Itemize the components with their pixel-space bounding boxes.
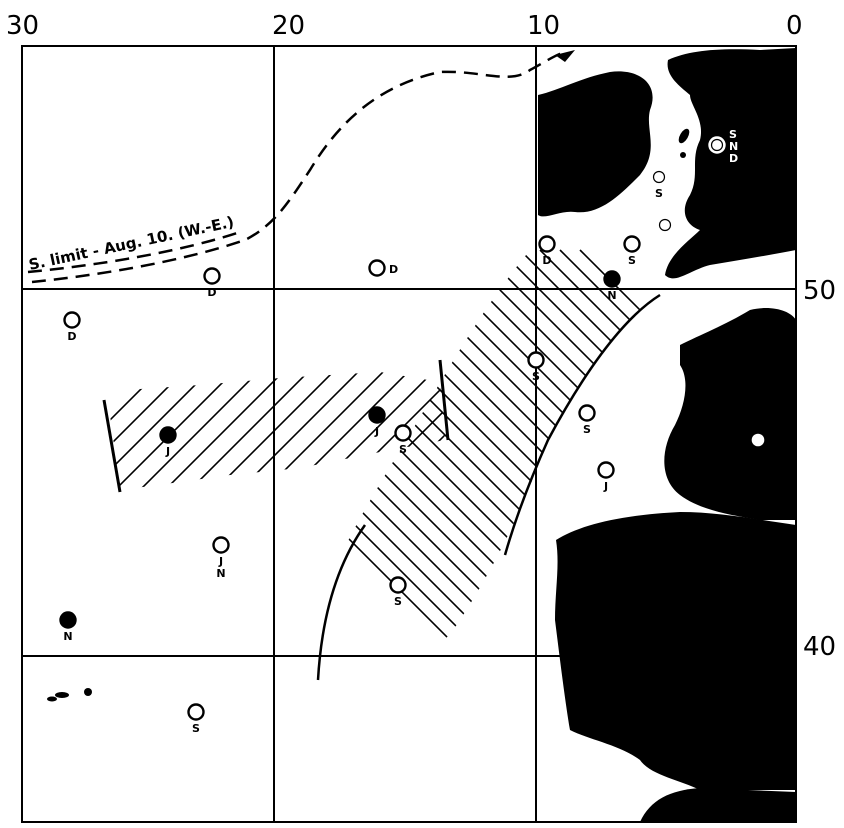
station-label: N xyxy=(63,630,72,643)
station-label: J xyxy=(603,480,608,493)
station-marker: S xyxy=(578,404,596,436)
station-label: S xyxy=(532,370,540,383)
station-filled-icon xyxy=(159,426,177,444)
station-open-icon xyxy=(749,431,767,449)
station-open-icon xyxy=(63,311,81,329)
station-filled-icon xyxy=(603,270,621,288)
land-great-britain xyxy=(665,48,796,279)
station-filled-icon xyxy=(59,611,77,629)
station-open-icon xyxy=(538,235,556,253)
land-ireland xyxy=(538,71,653,217)
station-open-icon xyxy=(394,424,412,442)
station-open-icon xyxy=(368,259,386,277)
station-label: S xyxy=(192,722,200,735)
longitude-label-10: 10 xyxy=(527,11,560,41)
station-label: J xyxy=(165,445,170,458)
station-open-icon xyxy=(389,576,407,594)
station-label: N xyxy=(607,289,616,302)
station-label: D xyxy=(67,330,76,343)
station-open-icon xyxy=(623,235,641,253)
hatch-region-west xyxy=(102,359,450,493)
station-marker: J xyxy=(597,461,615,493)
land-azores xyxy=(55,692,69,698)
station-open-icon xyxy=(527,351,545,369)
station-label: S xyxy=(583,423,591,436)
station-marker: N xyxy=(737,431,767,449)
longitude-label-30: 30 xyxy=(6,11,39,41)
station-open-icon xyxy=(187,703,205,721)
station-label: S xyxy=(677,220,685,233)
station-filled-icon xyxy=(368,406,386,424)
station-marker: J xyxy=(159,426,177,458)
station-marker: D xyxy=(203,267,221,299)
station-marker: S xyxy=(623,235,641,267)
station-label: J xyxy=(374,425,379,438)
latitude-label-40: 40 xyxy=(803,632,836,662)
station-label: S xyxy=(655,187,663,200)
land-masses xyxy=(47,48,796,822)
station-open-icon xyxy=(203,267,221,285)
latitude-label-50: 50 xyxy=(803,276,836,306)
station-marker: D xyxy=(538,235,556,267)
station-open-icon xyxy=(597,461,615,479)
longitude-label-20: 20 xyxy=(272,11,305,41)
station-label: N xyxy=(737,434,746,447)
station-marker: N xyxy=(59,611,77,643)
station-marker: S xyxy=(527,351,545,383)
land-iberia xyxy=(555,512,796,790)
station-open-icon xyxy=(212,536,230,554)
station-marker: S xyxy=(187,703,205,735)
station-marker: S xyxy=(389,576,407,608)
southern-limit-line xyxy=(31,50,566,284)
land-france xyxy=(664,308,796,520)
station-label: D xyxy=(542,254,551,267)
longitude-label-0: 0 xyxy=(786,11,803,41)
station-label: S xyxy=(628,254,636,267)
station-label: S xyxy=(394,595,402,608)
axis-labels: 30 20 10 0 50 40 xyxy=(6,11,836,662)
station-label: D xyxy=(207,286,216,299)
station-label: S xyxy=(399,443,407,456)
station-open-icon xyxy=(578,404,596,422)
station-marker: J xyxy=(368,406,386,438)
station-marker: S xyxy=(656,216,685,234)
station-label: D xyxy=(389,263,398,276)
station-marker: N xyxy=(603,270,621,302)
station-marker: D xyxy=(63,311,81,343)
station-marker: D xyxy=(368,259,398,277)
station-marker: S xyxy=(394,424,412,456)
station-marker: S xyxy=(650,168,668,200)
